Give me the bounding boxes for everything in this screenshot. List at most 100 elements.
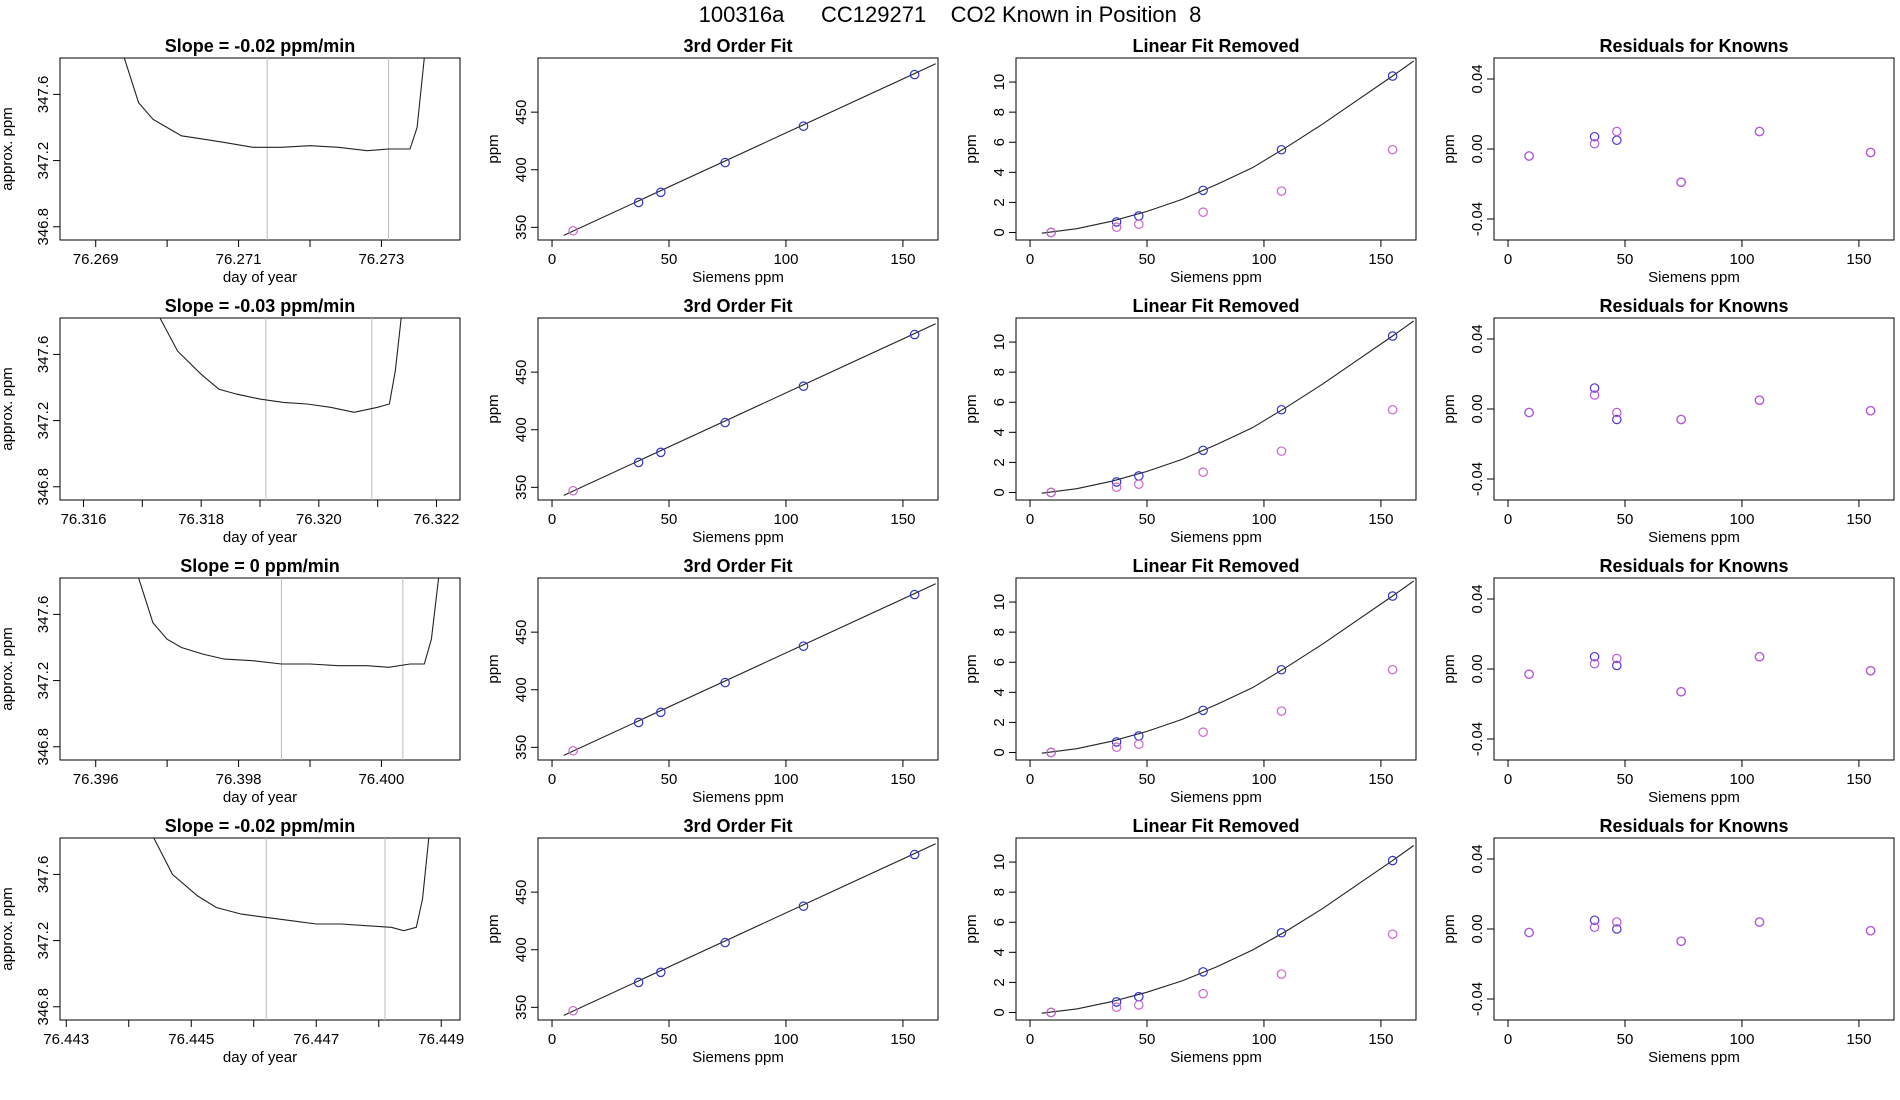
y-axis-label: approx. ppm [0, 627, 16, 710]
y-tick-label: 0.04 [1469, 64, 1486, 93]
data-point-knowns [1198, 445, 1208, 456]
x-tick-label: 76.396 [73, 771, 119, 788]
data-point-knowns [1111, 217, 1122, 227]
panel-r4c2: 3rd Order Fit 0 50 100 150 Siemens ppm 350 400 4… [485, 816, 939, 1066]
panel-title: Residuals for Knowns [1599, 556, 1788, 576]
x-tick-label: 0 [548, 511, 556, 528]
data-point-linear [1134, 739, 1144, 750]
data-point-knowns [1276, 664, 1287, 675]
y-tick-label: 347.2 [35, 922, 52, 960]
data-point-linear [1276, 446, 1287, 456]
data-point-knowns [1134, 471, 1144, 481]
y-tick-label: 0.04 [1469, 844, 1486, 873]
x-axis-label: Siemens ppm [692, 789, 784, 806]
data-layer [159, 318, 402, 500]
x-axis-label: Siemens ppm [1648, 529, 1740, 546]
data-point-pink [1524, 669, 1534, 680]
data-point-pink [1524, 407, 1534, 418]
x-tick-label: 100 [773, 1031, 798, 1048]
panel-r3c3: Linear Fit Removed 0 50 100 150 Siemens ppm 0 2… [963, 556, 1417, 806]
data-point-excluded [568, 485, 578, 496]
x-axis-label: Siemens ppm [1648, 789, 1740, 806]
data-layer [563, 323, 936, 496]
panel-title: Slope = -0.02 ppm/min [165, 816, 356, 836]
x-tick-label: 0 [1504, 771, 1512, 788]
data-point-knowns [633, 457, 644, 468]
panel-r1c1: Slope = -0.02 ppm/min 76.269 76.271 76.273 d… [0, 36, 461, 286]
data-point-pink [1524, 927, 1534, 938]
fit-line [1041, 320, 1415, 494]
data-point-excluded [568, 225, 578, 236]
y-axis-label: approx. ppm [0, 367, 16, 450]
data-layer [1041, 845, 1415, 1018]
fit-line [1041, 60, 1415, 234]
data-point-linear [1198, 727, 1208, 737]
y-tick-label: 0.00 [1469, 134, 1486, 163]
data-point-knowns [909, 849, 920, 860]
data-point-linear [1111, 222, 1122, 233]
x-axis-label: day of year [223, 269, 297, 286]
y-axis-label: ppm [963, 654, 980, 683]
y-tick-label: 4 [991, 948, 1008, 956]
data-point-knowns [656, 967, 666, 978]
x-tick-label: 50 [1139, 511, 1156, 528]
figure-title: 100316a CC129271 CO2 Known in Position 8 [698, 2, 1202, 27]
data-point-blue [1612, 660, 1622, 671]
data-point-pink [1865, 665, 1876, 676]
data-layer [1524, 383, 1876, 425]
y-tick-label: 347.2 [35, 402, 52, 440]
x-axis-label: day of year [223, 789, 297, 806]
x-tick-label: 76.322 [414, 511, 460, 528]
data-point-knowns [909, 329, 920, 340]
data-point-knowns [1198, 967, 1208, 977]
data-point-pink [1676, 177, 1686, 188]
x-tick-label: 76.316 [61, 511, 107, 528]
data-point-linear [1387, 144, 1398, 155]
y-tick-label: 4 [991, 428, 1008, 436]
panel-r2c2: 3rd Order Fit 0 50 100 150 Siemens ppm 350 400 4… [485, 296, 939, 546]
data-point-linear [1387, 404, 1398, 415]
y-axis-label: ppm [1441, 654, 1458, 683]
x-axis-label: Siemens ppm [1170, 269, 1262, 286]
x-tick-label: 0 [1026, 1031, 1034, 1048]
x-axis-label: Siemens ppm [692, 1049, 784, 1066]
panel-title: Residuals for Knowns [1599, 816, 1788, 836]
x-tick-label: 0 [1504, 1031, 1512, 1048]
data-point-knowns [1387, 331, 1398, 341]
y-tick-label: -0.04 [1469, 982, 1486, 1016]
y-tick-label: 346.8 [35, 468, 52, 506]
data-layer [153, 838, 430, 1020]
y-tick-label: 346.8 [35, 988, 52, 1026]
y-tick-label: 450 [513, 100, 530, 125]
data-point-knowns [1387, 71, 1398, 81]
panel-title: Slope = 0 ppm/min [180, 556, 340, 576]
data-point-pink [1676, 414, 1686, 425]
y-tick-label: 6 [991, 398, 1008, 406]
x-tick-label: 76.318 [178, 511, 224, 528]
y-tick-label: 347.2 [35, 662, 52, 700]
y-tick-label: 6 [991, 918, 1008, 926]
plot-frame [59, 577, 461, 761]
panel-title: Residuals for Knowns [1599, 36, 1788, 56]
data-point-knowns [656, 447, 666, 458]
data-point-knowns [798, 641, 809, 651]
x-tick-label: 50 [1139, 771, 1156, 788]
x-tick-label: 100 [1251, 1031, 1276, 1048]
panel-r2c3: Linear Fit Removed 0 50 100 150 Siemens ppm 0 2… [963, 296, 1417, 546]
plot-frame [59, 317, 461, 501]
y-tick-label: 400 [513, 417, 530, 442]
data-point-blue [1612, 924, 1622, 934]
x-tick-label: 50 [661, 1031, 678, 1048]
y-axis-label: approx. ppm [0, 887, 16, 970]
fit-line [563, 323, 936, 496]
data-layer [563, 63, 936, 236]
data-point-knowns [720, 937, 730, 948]
data-point-linear [1046, 747, 1056, 758]
plot-frame [59, 837, 461, 1021]
y-tick-label: 2 [991, 978, 1008, 986]
x-tick-label: 100 [1251, 511, 1276, 528]
x-tick-label: 0 [1026, 511, 1034, 528]
data-point-pink [1612, 653, 1622, 664]
fit-line [1041, 580, 1415, 754]
y-tick-label: 350 [513, 735, 530, 760]
